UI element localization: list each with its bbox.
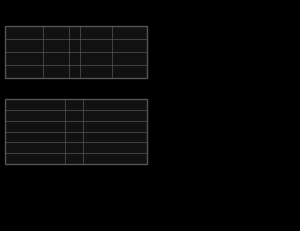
Bar	[5, 100, 147, 164]
Bar	[5, 27, 147, 79]
Bar	[5, 100, 147, 164]
Bar	[5, 27, 147, 79]
